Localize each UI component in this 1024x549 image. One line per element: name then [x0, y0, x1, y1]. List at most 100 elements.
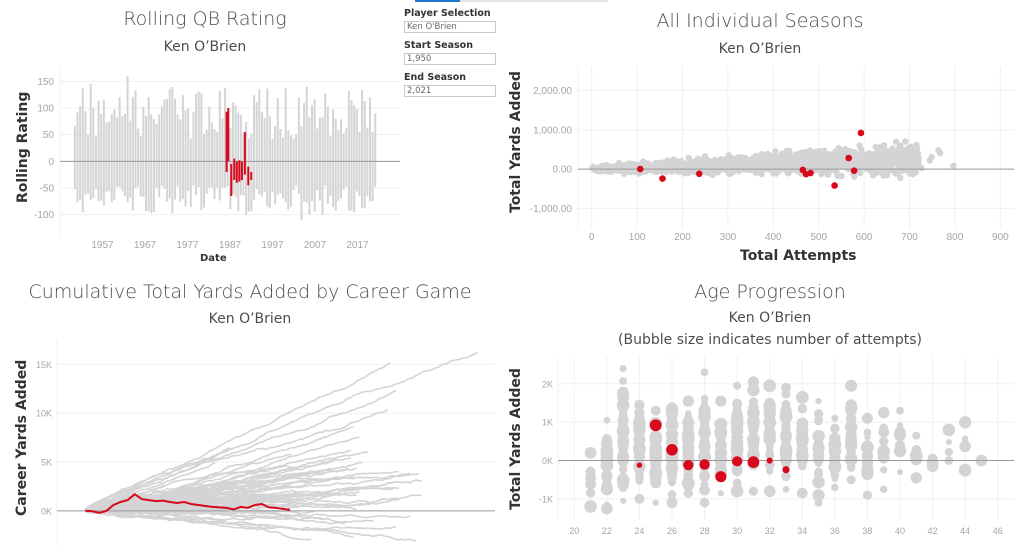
age-bubble: [701, 396, 708, 404]
rolling-y-tick-label: 0: [48, 157, 54, 168]
age-bubble: [861, 441, 874, 454]
end-season-input[interactable]: 2,021: [404, 85, 496, 97]
age-bubble: [747, 406, 760, 420]
seasons-point: [792, 164, 800, 171]
seasons-point: [913, 144, 921, 152]
seasons-y-tick-label: -1,000.00: [530, 204, 573, 215]
seasons-point: [701, 152, 709, 160]
age-bubble: [815, 398, 822, 405]
age-bubble: [846, 475, 856, 485]
seasons-point: [903, 146, 911, 154]
rolling-x-tick-label: 1997: [261, 240, 284, 251]
seasons-point: [704, 164, 712, 171]
age-x-tick-label: 46: [993, 526, 1003, 536]
seasons-point: [859, 159, 866, 166]
age-bubble: [765, 451, 774, 460]
age-bubble: [652, 499, 659, 506]
cumulative-highlight-line: [85, 492, 291, 514]
seasons-point: [870, 166, 877, 173]
seasons-chart-title: All Individual Seasons: [656, 10, 864, 32]
seasons-point: [894, 167, 902, 174]
age-bubble: [830, 423, 840, 434]
seasons-point: [660, 160, 667, 167]
age-bubble: [649, 430, 662, 443]
seasons-point: [624, 161, 631, 168]
age-x-tick-label: 42: [928, 526, 938, 536]
rolling-x-tick-label: 2007: [304, 240, 327, 251]
age-bubble: [766, 467, 774, 475]
age-highlight-bubble: [683, 460, 694, 471]
age-bubble: [601, 483, 613, 496]
age-bubble: [749, 431, 758, 440]
age-bubble: [766, 427, 774, 435]
age-bubble: [958, 415, 972, 429]
age-bubble: [780, 428, 792, 440]
age-bubble: [781, 471, 791, 481]
cumulative-line: [85, 479, 422, 512]
rolling-x-tick-label: 2017: [346, 240, 369, 251]
seasons-highlight-point: [636, 165, 644, 173]
seasons-point: [820, 147, 828, 154]
seasons-highlight-point: [807, 169, 814, 177]
age-bubble: [958, 463, 972, 477]
age-bubble: [699, 470, 711, 482]
age-x-tick-label: 32: [765, 526, 775, 536]
age-bubble: [781, 389, 791, 399]
age-chart-subtitle: Ken O’Brien: [728, 310, 812, 326]
age-bubble: [682, 478, 695, 491]
seasons-point: [590, 163, 597, 170]
age-highlight-bubble: [666, 444, 678, 456]
age-bubble: [700, 368, 709, 377]
age-bubble: [684, 418, 692, 426]
age-bubble: [880, 485, 888, 494]
seasons-point: [701, 158, 709, 165]
seasons-point: [804, 162, 811, 169]
age-bubble: [799, 434, 806, 441]
age-x-tick-label: 24: [634, 526, 644, 536]
age-bubble: [782, 424, 790, 432]
age-bubble: [603, 501, 611, 508]
age-bubble: [652, 473, 660, 481]
age-y-tick-label: 1K: [542, 418, 553, 428]
seasons-background-points: [589, 138, 957, 181]
seasons-point: [785, 169, 792, 176]
age-bubble: [766, 422, 774, 430]
seasons-point: [662, 166, 670, 173]
filter-tab-indicator[interactable]: [415, 0, 460, 2]
seasons-point: [725, 170, 733, 178]
seasons-point: [902, 138, 909, 145]
player-selection-input[interactable]: Ken O'Brien: [404, 21, 496, 33]
seasons-highlight-point: [850, 167, 858, 174]
seasons-point: [679, 161, 686, 168]
seasons-x-tick-label: 900: [992, 232, 1009, 243]
age-bubble: [700, 451, 709, 460]
age-bubble: [847, 404, 855, 412]
age-bubble: [781, 405, 791, 414]
age-bubble: [584, 500, 597, 513]
age-bubble: [765, 405, 774, 414]
start-season-input[interactable]: 1,950: [404, 53, 496, 65]
age-x-tick-label: 22: [602, 526, 612, 536]
age-bubble: [797, 438, 807, 448]
age-chart-title: Age Progression: [694, 281, 846, 303]
player-selection-label: Player Selection: [404, 8, 491, 19]
age-bubble: [617, 433, 629, 445]
seasons-point: [694, 155, 702, 162]
seasons-point: [716, 162, 723, 169]
seasons-point: [880, 172, 887, 179]
age-bubble: [813, 430, 824, 441]
cumulative-line: [84, 409, 388, 511]
age-bubble: [585, 466, 596, 478]
seasons-x-axis-title: Total Attempts: [740, 248, 857, 264]
cumulative-line: [85, 490, 360, 513]
age-bubble: [878, 445, 889, 456]
seasons-point: [881, 146, 888, 154]
age-bubble: [748, 486, 759, 496]
seasons-point: [900, 166, 908, 173]
age-x-tick-label: 30: [732, 526, 742, 536]
age-highlight-bubbles: [636, 419, 790, 483]
age-y-tick-label: -1K: [539, 494, 553, 504]
rolling-highlight-bars: [225, 108, 253, 196]
seasons-highlight-points: [636, 129, 865, 189]
age-y-tick-label: 2K: [542, 379, 553, 389]
